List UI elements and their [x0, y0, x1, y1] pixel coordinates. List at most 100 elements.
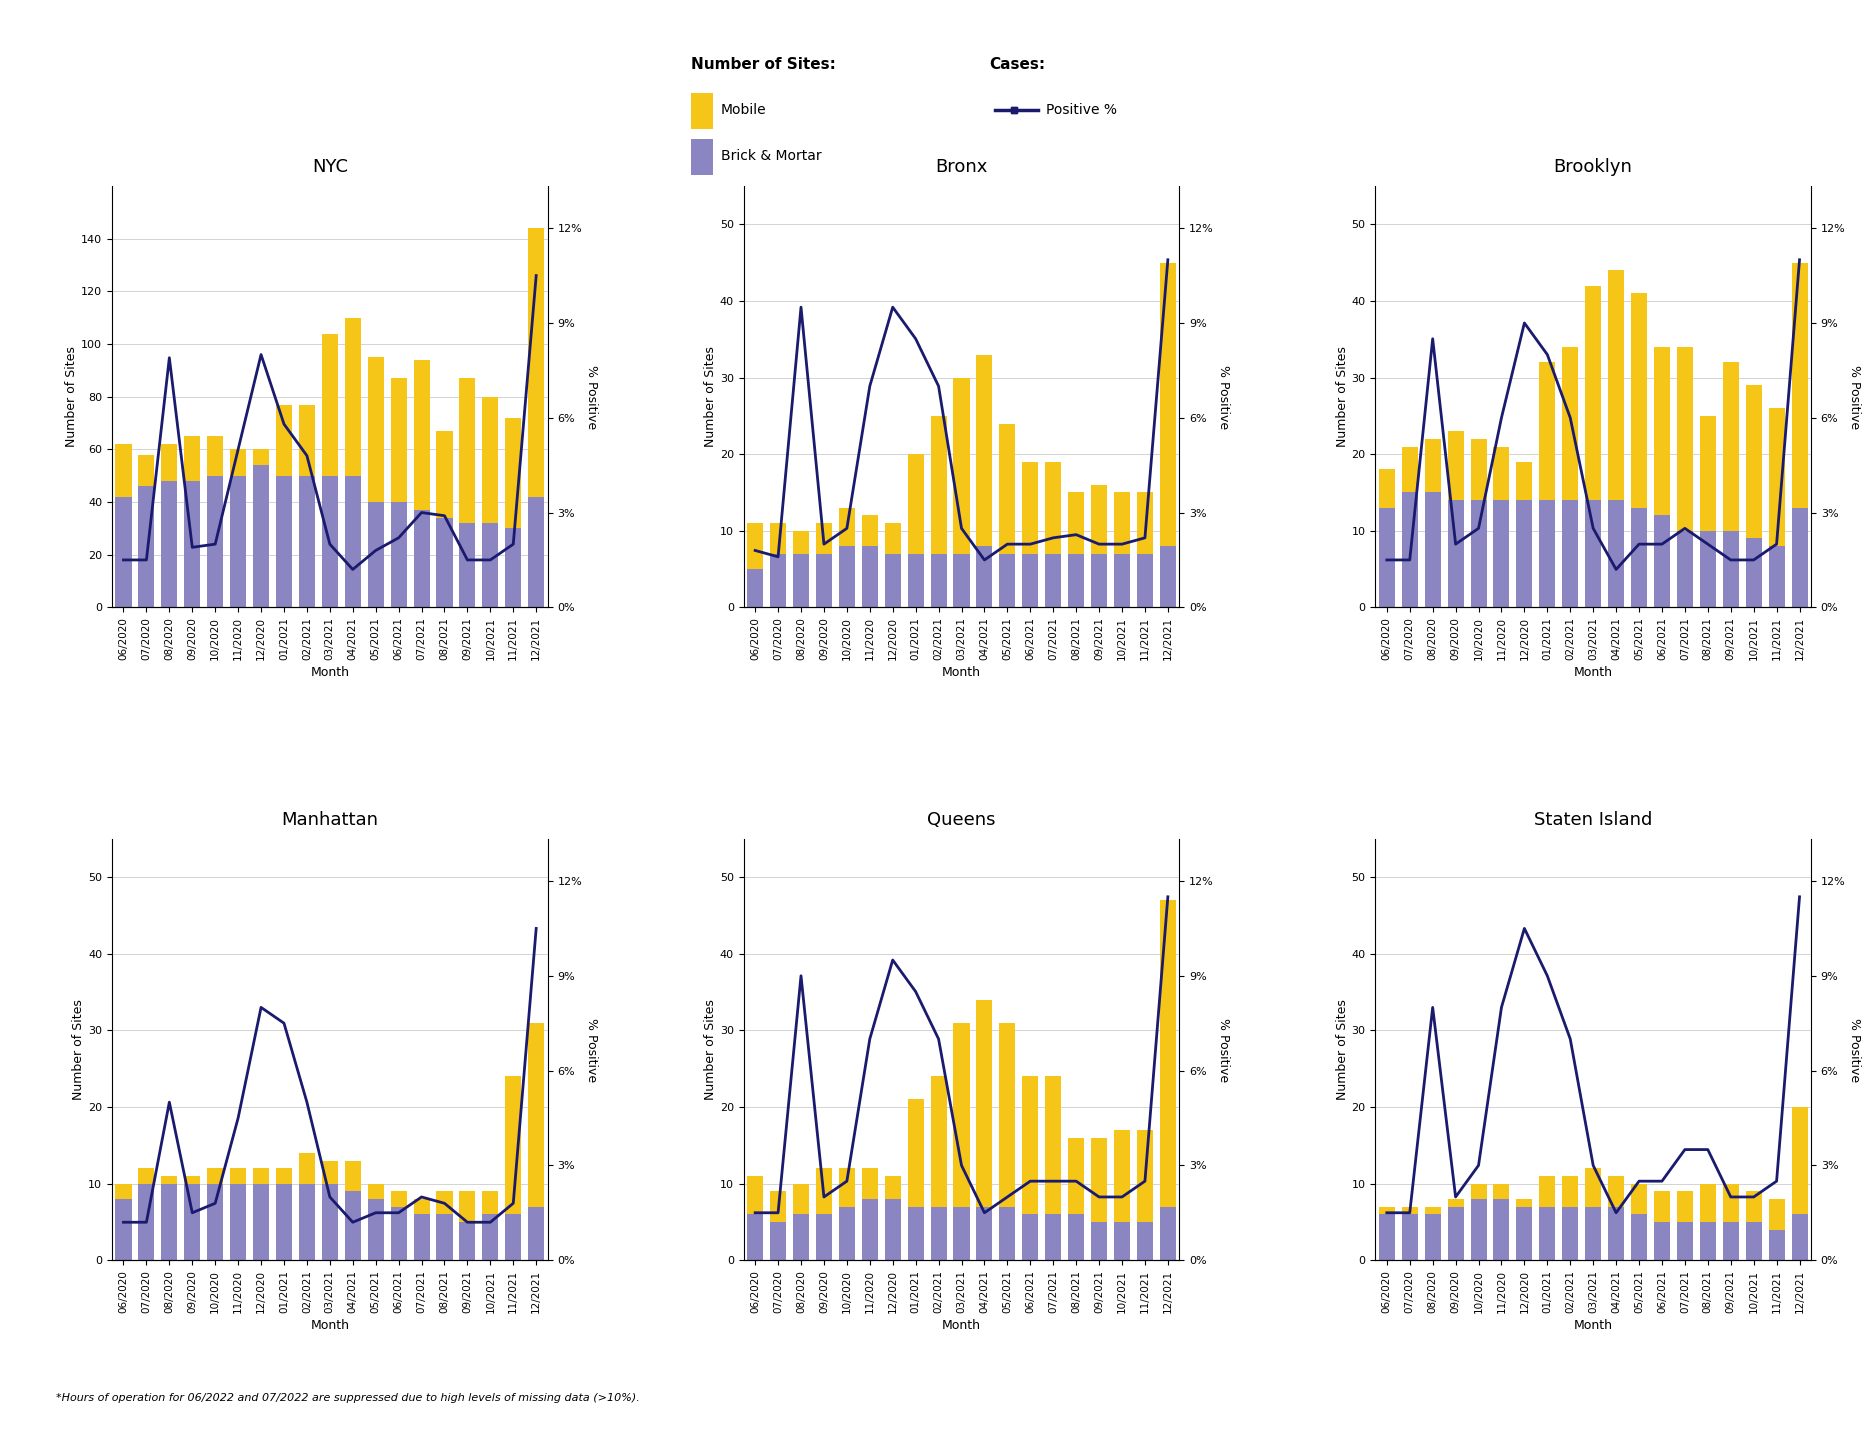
Bar — [1046, 1077, 1060, 1214]
Bar — [528, 1207, 543, 1260]
Bar — [1402, 447, 1417, 493]
Bar — [1380, 508, 1395, 607]
Bar — [1516, 500, 1533, 607]
Bar — [1046, 463, 1060, 554]
Bar — [1746, 1221, 1762, 1260]
Bar — [1380, 1207, 1395, 1214]
Bar — [1046, 1214, 1060, 1260]
Bar — [863, 546, 877, 607]
Bar — [1090, 1137, 1107, 1221]
Bar — [747, 1214, 764, 1260]
Bar — [1632, 508, 1647, 607]
Bar — [116, 1184, 131, 1199]
Bar — [1563, 500, 1578, 607]
Bar — [1046, 554, 1060, 607]
Text: Positive %: Positive % — [1046, 103, 1116, 117]
Bar — [976, 1207, 993, 1260]
Bar — [138, 1184, 155, 1260]
Bar — [1654, 1221, 1669, 1260]
Bar — [1425, 1207, 1441, 1214]
Bar — [769, 1191, 786, 1221]
Bar — [1585, 286, 1602, 500]
Bar — [1137, 493, 1154, 554]
Bar — [1090, 554, 1107, 607]
Bar — [1792, 508, 1807, 607]
Text: Cases:: Cases: — [990, 57, 1046, 72]
Bar — [1768, 408, 1785, 546]
Bar — [185, 1176, 200, 1184]
Bar — [116, 497, 131, 607]
Bar — [1402, 1207, 1417, 1214]
Bar — [1068, 1214, 1085, 1260]
Bar — [345, 475, 360, 607]
Bar — [1115, 1130, 1130, 1221]
Bar — [1402, 493, 1417, 607]
Bar — [459, 1221, 476, 1260]
Y-axis label: % Positive: % Positive — [1848, 365, 1861, 428]
Bar — [1159, 546, 1176, 607]
Bar — [1538, 362, 1555, 500]
Bar — [1090, 485, 1107, 554]
Y-axis label: Number of Sites: Number of Sites — [65, 347, 78, 447]
Bar — [1159, 1207, 1176, 1260]
Text: Brick & Mortar: Brick & Mortar — [721, 149, 821, 163]
Bar — [482, 397, 498, 523]
Bar — [1632, 1184, 1647, 1214]
Bar — [1471, 1199, 1486, 1260]
Bar — [185, 437, 200, 481]
Bar — [299, 475, 316, 607]
Y-axis label: % Positive: % Positive — [1848, 1018, 1861, 1081]
Bar — [276, 1169, 291, 1184]
Bar — [1425, 493, 1441, 607]
Y-axis label: % Positive: % Positive — [584, 365, 597, 428]
Bar — [793, 1184, 808, 1214]
Y-axis label: % Positive: % Positive — [584, 1018, 597, 1081]
Bar — [1723, 531, 1738, 607]
Bar — [161, 444, 177, 481]
Bar — [930, 415, 947, 554]
Title: Staten Island: Staten Island — [1535, 811, 1652, 829]
Bar — [161, 1184, 177, 1260]
Bar — [1563, 1176, 1578, 1207]
Bar — [1654, 516, 1669, 607]
Bar — [907, 554, 924, 607]
Bar — [1677, 1221, 1693, 1260]
Bar — [138, 487, 155, 607]
Bar — [1699, 531, 1716, 607]
Bar — [1159, 901, 1176, 1207]
Bar — [793, 531, 808, 554]
Bar — [1699, 415, 1716, 531]
Bar — [459, 523, 476, 607]
Text: Mobile: Mobile — [721, 103, 765, 117]
Bar — [1068, 493, 1085, 554]
Bar — [793, 1214, 808, 1260]
Y-axis label: Number of Sites: Number of Sites — [704, 1000, 717, 1100]
Bar — [345, 1191, 360, 1260]
Title: Manhattan: Manhattan — [282, 811, 379, 829]
Bar — [413, 510, 429, 607]
Bar — [138, 1169, 155, 1184]
Bar — [930, 1207, 947, 1260]
Bar — [528, 497, 543, 607]
Bar — [1607, 271, 1624, 500]
Y-axis label: Number of Sites: Number of Sites — [1335, 347, 1348, 447]
Bar — [1494, 1184, 1510, 1199]
Bar — [907, 454, 924, 554]
Bar — [1023, 1077, 1038, 1214]
Bar — [1137, 1130, 1154, 1221]
Bar — [1632, 294, 1647, 508]
Text: Number of Sites:: Number of Sites: — [691, 57, 836, 72]
Bar — [1792, 1107, 1807, 1214]
Title: Bronx: Bronx — [935, 159, 988, 176]
Bar — [230, 450, 246, 475]
Bar — [769, 1221, 786, 1260]
Bar — [976, 355, 993, 546]
Bar — [345, 318, 360, 475]
Bar — [1538, 1176, 1555, 1207]
Bar — [1471, 500, 1486, 607]
Bar — [1768, 1199, 1785, 1230]
Bar — [1137, 1221, 1154, 1260]
Bar — [1746, 538, 1762, 607]
Bar — [1115, 1221, 1130, 1260]
Bar — [299, 1153, 316, 1184]
